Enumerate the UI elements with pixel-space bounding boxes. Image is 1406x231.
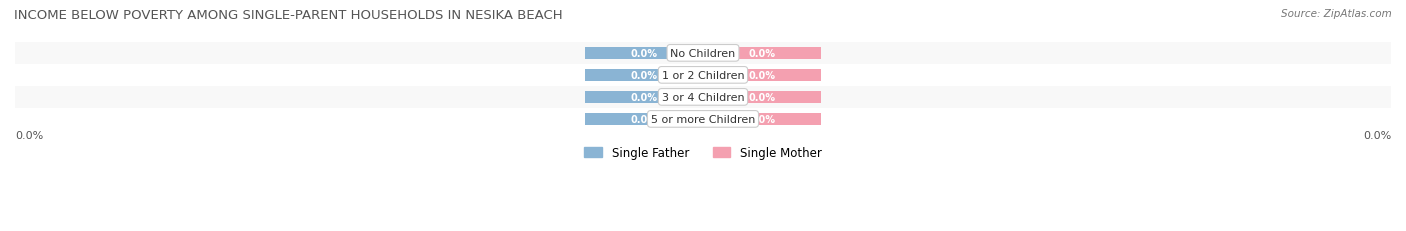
Bar [15,86,1391,108]
Bar [703,113,821,125]
Bar [703,48,821,60]
Bar [703,70,821,82]
Text: 0.0%: 0.0% [1362,130,1391,140]
Text: INCOME BELOW POVERTY AMONG SINGLE-PARENT HOUSEHOLDS IN NESIKA BEACH: INCOME BELOW POVERTY AMONG SINGLE-PARENT… [14,9,562,22]
Text: Source: ZipAtlas.com: Source: ZipAtlas.com [1281,9,1392,19]
Text: 0.0%: 0.0% [748,49,776,59]
Text: 0.0%: 0.0% [630,70,658,81]
Legend: Single Father, Single Mother: Single Father, Single Mother [579,142,827,164]
Bar [585,91,703,103]
Bar [15,43,1391,65]
Text: No Children: No Children [671,49,735,59]
Bar [585,70,703,82]
Text: 0.0%: 0.0% [748,92,776,102]
Text: 0.0%: 0.0% [748,70,776,81]
Text: 5 or more Children: 5 or more Children [651,114,755,124]
Bar [15,108,1391,130]
Text: 1 or 2 Children: 1 or 2 Children [662,70,744,81]
Text: 0.0%: 0.0% [748,114,776,124]
Text: 0.0%: 0.0% [630,49,658,59]
Bar [15,65,1391,86]
Text: 0.0%: 0.0% [15,130,44,140]
Text: 3 or 4 Children: 3 or 4 Children [662,92,744,102]
Bar [703,91,821,103]
Text: 0.0%: 0.0% [630,114,658,124]
Text: 0.0%: 0.0% [630,92,658,102]
Bar [585,113,703,125]
Bar [585,48,703,60]
